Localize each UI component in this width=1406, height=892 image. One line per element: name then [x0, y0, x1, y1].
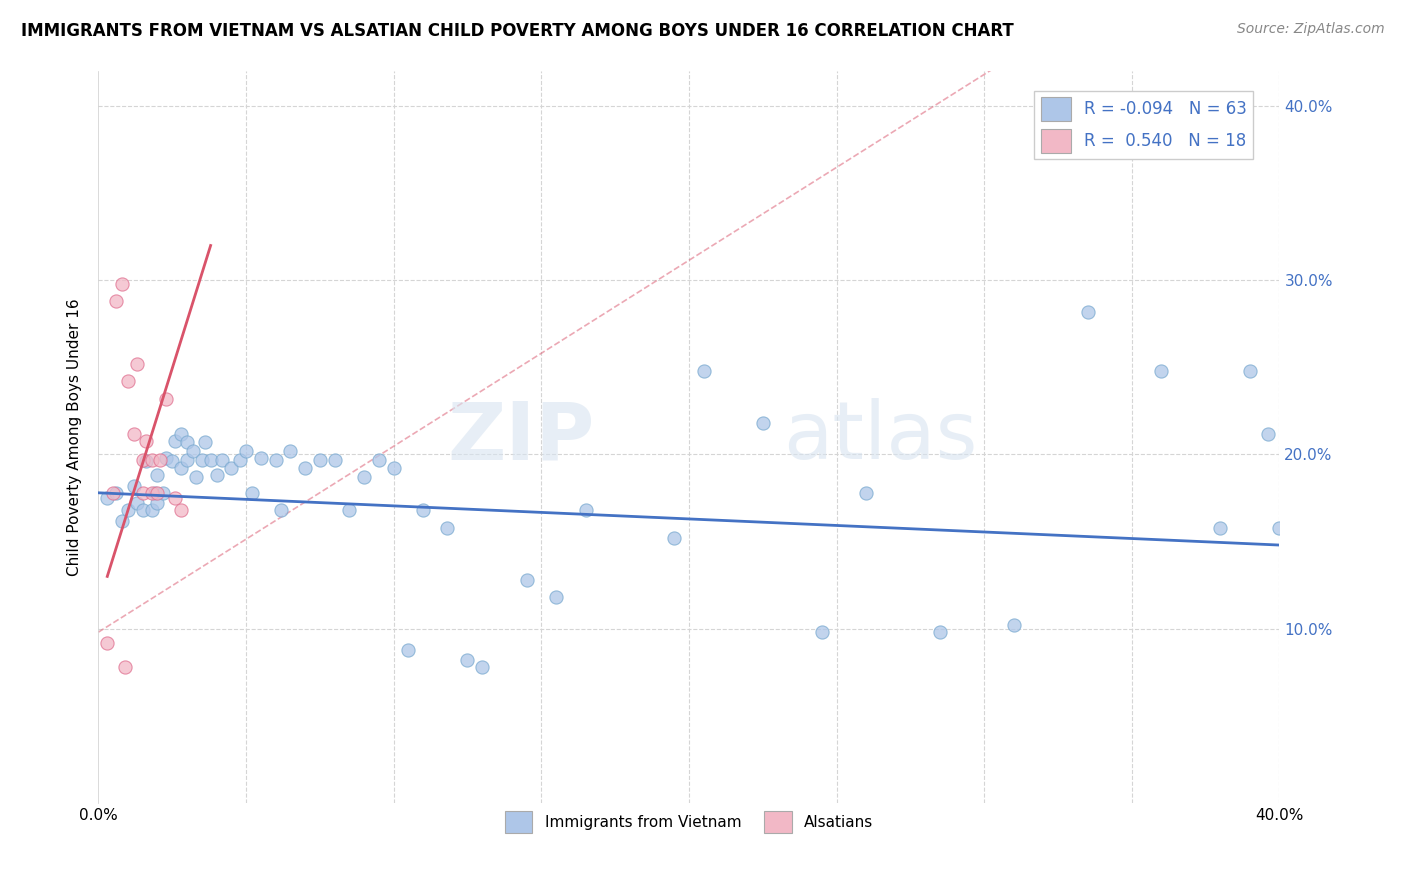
Point	[155, 392, 177, 406]
Point	[111, 514, 134, 528]
Point	[200, 452, 222, 467]
Point	[165, 434, 187, 448]
Point	[855, 485, 877, 500]
Point	[664, 531, 686, 545]
Point	[149, 452, 172, 467]
Point	[105, 485, 128, 500]
Point	[205, 468, 228, 483]
Point	[152, 485, 174, 500]
Text: IMMIGRANTS FROM VIETNAM VS ALSATIAN CHILD POVERTY AMONG BOYS UNDER 16 CORRELATIO: IMMIGRANTS FROM VIETNAM VS ALSATIAN CHIL…	[21, 22, 1014, 40]
Point	[125, 496, 148, 510]
Y-axis label: Child Poverty Among Boys Under 16: Child Poverty Among Boys Under 16	[67, 298, 83, 576]
Point	[114, 660, 136, 674]
Point	[240, 485, 263, 500]
Point	[117, 375, 139, 389]
Point	[135, 454, 157, 468]
Point	[235, 444, 257, 458]
Legend: Immigrants from Vietnam, Alsatians: Immigrants from Vietnam, Alsatians	[499, 805, 879, 839]
Point	[141, 452, 163, 467]
Point	[141, 485, 163, 500]
Point	[323, 452, 346, 467]
Point	[264, 452, 287, 467]
Text: Source: ZipAtlas.com: Source: ZipAtlas.com	[1237, 22, 1385, 37]
Point	[181, 444, 204, 458]
Point	[155, 450, 177, 465]
Point	[162, 454, 183, 468]
Point	[132, 452, 155, 467]
Point	[575, 503, 598, 517]
Point	[146, 468, 169, 483]
Point	[111, 277, 134, 291]
Point	[132, 485, 155, 500]
Point	[132, 503, 155, 517]
Point	[165, 491, 187, 505]
Point	[170, 461, 193, 475]
Point	[546, 591, 568, 605]
Point	[221, 461, 243, 475]
Point	[176, 435, 198, 450]
Point	[471, 660, 494, 674]
Point	[191, 452, 214, 467]
Point	[929, 625, 952, 640]
Point	[280, 444, 302, 458]
Point	[176, 452, 198, 467]
Point	[146, 485, 169, 500]
Point	[105, 294, 128, 309]
Point	[194, 435, 217, 450]
Point	[516, 573, 538, 587]
Point	[117, 503, 139, 517]
Point	[398, 642, 420, 657]
Point	[693, 364, 716, 378]
Point	[1002, 618, 1025, 632]
Text: atlas: atlas	[783, 398, 977, 476]
Point	[96, 635, 118, 649]
Point	[810, 625, 832, 640]
Point	[211, 452, 233, 467]
Point	[1209, 521, 1232, 535]
Point	[353, 470, 375, 484]
Point	[368, 452, 391, 467]
Point	[436, 521, 458, 535]
Point	[96, 491, 118, 505]
Point	[146, 496, 169, 510]
Text: ZIP: ZIP	[447, 398, 595, 476]
Point	[122, 426, 145, 441]
Point	[412, 503, 434, 517]
Point	[457, 653, 479, 667]
Point	[135, 434, 157, 448]
Point	[294, 461, 316, 475]
Point	[170, 503, 193, 517]
Point	[250, 450, 273, 465]
Point	[1268, 521, 1291, 535]
Point	[752, 416, 775, 430]
Point	[143, 485, 166, 500]
Point	[1077, 304, 1099, 318]
Point	[125, 357, 148, 371]
Point	[170, 426, 193, 441]
Point	[339, 503, 361, 517]
Point	[1150, 364, 1173, 378]
Point	[122, 479, 145, 493]
Point	[1239, 364, 1261, 378]
Point	[1257, 426, 1279, 441]
Point	[229, 452, 252, 467]
Point	[141, 503, 163, 517]
Point	[382, 461, 405, 475]
Point	[309, 452, 332, 467]
Point	[184, 470, 207, 484]
Point	[103, 485, 125, 500]
Point	[270, 503, 292, 517]
